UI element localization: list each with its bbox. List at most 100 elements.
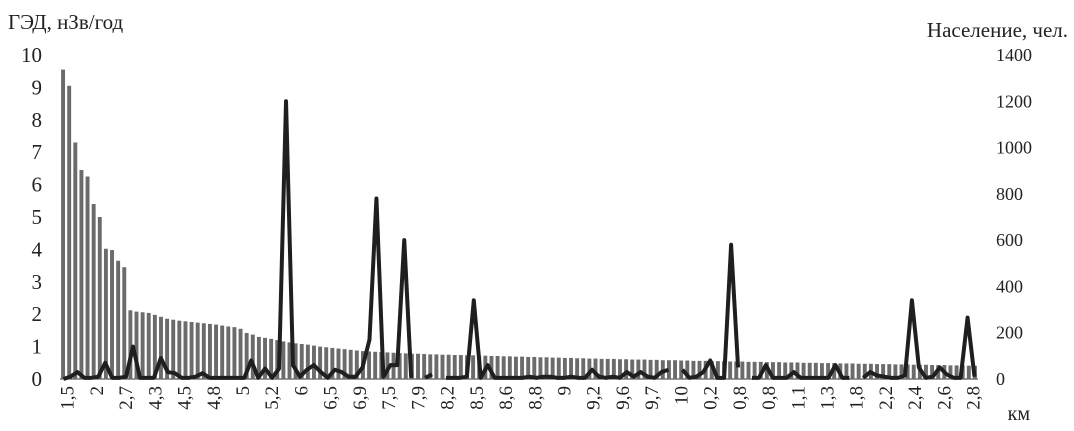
x-tick-label: 9,6 bbox=[613, 386, 634, 410]
bar-ged bbox=[226, 326, 231, 379]
bar-ged bbox=[581, 358, 586, 379]
bar-ged bbox=[275, 340, 280, 379]
bar-ged bbox=[152, 314, 157, 379]
bar-ged bbox=[471, 355, 476, 379]
bar-ged bbox=[673, 360, 678, 379]
x-tick-label: 9 bbox=[554, 386, 575, 396]
bar-ged bbox=[165, 318, 170, 379]
bar-ged bbox=[783, 362, 788, 379]
y-left-tick-label: 0 bbox=[32, 367, 43, 391]
bar-ged bbox=[807, 362, 812, 379]
bar-ged bbox=[159, 316, 163, 379]
bar-ged bbox=[91, 204, 96, 379]
bar-ged bbox=[954, 365, 959, 379]
bar-ged bbox=[826, 363, 831, 379]
x-tick-label: 7,9 bbox=[408, 386, 429, 410]
bar-ged bbox=[654, 359, 659, 379]
bar-ged bbox=[238, 328, 243, 379]
bar-ged bbox=[110, 250, 114, 379]
population-line-segment bbox=[445, 298, 670, 380]
x-tick-label: 6 bbox=[291, 386, 312, 396]
bar-ged bbox=[85, 176, 90, 379]
x-tick-label: 2,7 bbox=[116, 386, 137, 410]
bar-ged bbox=[299, 344, 304, 379]
bar-ged bbox=[269, 338, 274, 379]
bar-ged bbox=[244, 332, 249, 379]
bar-ged bbox=[507, 356, 512, 379]
x-tick-label: 2 bbox=[87, 386, 108, 396]
bar-ged bbox=[544, 357, 549, 379]
bar-ged bbox=[263, 337, 267, 379]
bar-ged bbox=[330, 347, 335, 379]
y-right-tick-label: 1400 bbox=[996, 45, 1032, 65]
bar-ged bbox=[232, 327, 237, 379]
bar-ged bbox=[434, 354, 439, 379]
bar-ged bbox=[428, 354, 433, 379]
bar-ged bbox=[305, 344, 310, 379]
bar-ged bbox=[801, 362, 806, 379]
bar-ged bbox=[856, 363, 861, 379]
bar-ged bbox=[691, 360, 696, 379]
bar-ged bbox=[550, 357, 555, 379]
bar-ged bbox=[397, 353, 402, 379]
bar-ged bbox=[599, 358, 604, 379]
y-left-tick-label: 1 bbox=[32, 335, 43, 359]
bar-ged bbox=[446, 354, 451, 379]
bar-ged bbox=[122, 267, 127, 379]
bar-ged bbox=[948, 365, 953, 379]
y-left-tick-label: 2 bbox=[32, 302, 43, 326]
bar-ged bbox=[966, 365, 971, 379]
bar-ged bbox=[618, 359, 622, 379]
x-tick-label: 7,5 bbox=[379, 386, 400, 410]
bar-ged bbox=[569, 357, 573, 379]
bar-ged bbox=[850, 363, 855, 379]
y-right-tick-label: 1000 bbox=[996, 138, 1032, 158]
bar-ged bbox=[452, 355, 457, 379]
bar-ged bbox=[79, 170, 84, 379]
bar-ged bbox=[373, 351, 378, 379]
population-line-segment bbox=[424, 372, 433, 380]
x-tick-label: 1,1 bbox=[788, 386, 809, 410]
y-right-tick-labels: 0 200 400 600 800 1000 1200 1400 bbox=[996, 45, 1032, 389]
bar-ged bbox=[183, 321, 188, 379]
bar-ged bbox=[354, 350, 359, 379]
bar-ged bbox=[611, 358, 616, 379]
bar-ged bbox=[740, 361, 745, 379]
y-right-tick-label: 400 bbox=[996, 276, 1023, 296]
bar-ged bbox=[844, 363, 849, 379]
bar-ged bbox=[636, 359, 641, 379]
bar-ged bbox=[752, 361, 757, 379]
x-tick-label: 0,8 bbox=[759, 386, 780, 410]
bar-ged bbox=[342, 349, 347, 379]
bar-ged bbox=[385, 352, 390, 379]
x-tick-label: 4,3 bbox=[145, 386, 166, 410]
bar-ged bbox=[103, 248, 108, 379]
x-tick-label: 6,9 bbox=[350, 386, 371, 410]
y-left-tick-label: 5 bbox=[32, 205, 43, 229]
bar-ged bbox=[556, 357, 561, 379]
population-line-segment bbox=[62, 99, 414, 381]
x-tick-label: 1,8 bbox=[847, 386, 868, 410]
population-line-segment bbox=[751, 363, 850, 380]
population-line-segment bbox=[861, 298, 977, 380]
bar-ged bbox=[256, 336, 261, 379]
y-right-tick-label: 800 bbox=[996, 184, 1023, 204]
bar-ged bbox=[924, 364, 928, 379]
bar-ged bbox=[73, 142, 78, 379]
y-right-tick-label: 600 bbox=[996, 230, 1023, 250]
bar-ged bbox=[930, 365, 935, 379]
y-left-tick-label: 4 bbox=[32, 237, 43, 261]
bar-ged bbox=[348, 349, 353, 379]
bar-ged bbox=[220, 325, 225, 379]
bar-ged bbox=[495, 356, 500, 379]
bar-ged bbox=[562, 357, 567, 379]
bar-ged bbox=[875, 364, 879, 379]
bar-ged bbox=[140, 312, 145, 379]
x-tick-label: 0,8 bbox=[730, 386, 751, 410]
y-left-tick-label: 7 bbox=[32, 140, 43, 164]
x-tick-label: 10 bbox=[671, 386, 692, 405]
bar-series-ged bbox=[61, 69, 977, 379]
bar-ged bbox=[61, 69, 66, 379]
bar-ged bbox=[624, 359, 629, 379]
bar-ged bbox=[813, 362, 818, 379]
